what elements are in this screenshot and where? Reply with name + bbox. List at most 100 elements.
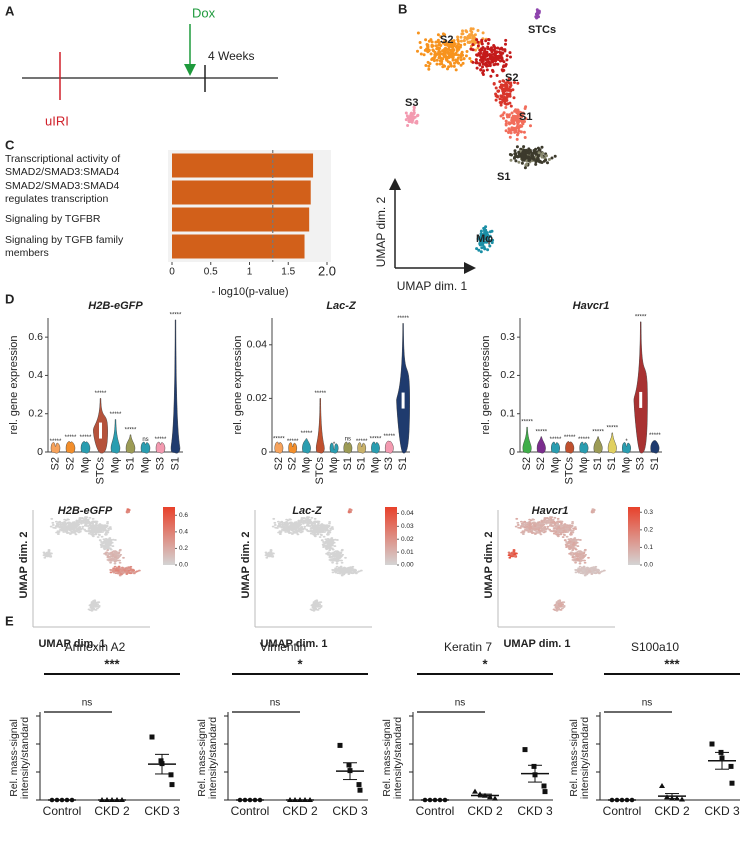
significance-label: ***** bbox=[550, 437, 562, 443]
umap-point bbox=[307, 522, 311, 525]
umap-point bbox=[563, 539, 567, 541]
umap-point bbox=[78, 518, 82, 521]
umap-point bbox=[105, 538, 108, 541]
umap-point bbox=[77, 521, 81, 524]
chart-title: S100a10 bbox=[631, 640, 679, 654]
umap-point bbox=[72, 524, 76, 527]
umap-point bbox=[510, 118, 514, 122]
umap-point bbox=[534, 152, 538, 156]
umap-point bbox=[93, 602, 97, 605]
umap-point bbox=[307, 520, 310, 522]
x-tick-label: S1 bbox=[342, 457, 354, 470]
data-point bbox=[522, 747, 528, 753]
colorbar bbox=[628, 507, 640, 565]
umap-point bbox=[508, 94, 512, 98]
umap-point bbox=[568, 544, 571, 547]
umap-point bbox=[479, 55, 483, 59]
umap-point bbox=[103, 540, 107, 543]
umap-point bbox=[572, 553, 576, 556]
x-tick-label: 0 bbox=[169, 267, 175, 278]
umap-point bbox=[524, 148, 528, 152]
umap-point bbox=[113, 551, 117, 554]
umap-point bbox=[510, 111, 514, 115]
umap-point bbox=[334, 570, 337, 572]
umap-point bbox=[574, 539, 578, 541]
umap-point bbox=[280, 520, 284, 523]
significance-label: ***** bbox=[535, 429, 547, 435]
cluster-label: S1 bbox=[497, 171, 510, 183]
umap-point bbox=[459, 58, 463, 62]
umap-point bbox=[481, 31, 485, 35]
umap-point bbox=[499, 55, 503, 59]
umap-point bbox=[273, 524, 277, 526]
data-point bbox=[531, 763, 537, 769]
umap-point bbox=[313, 522, 317, 525]
umap-point bbox=[520, 154, 524, 158]
significance-label: ns bbox=[142, 437, 148, 443]
umap-point bbox=[81, 525, 85, 528]
panel-label: D bbox=[5, 291, 14, 306]
violin bbox=[315, 398, 325, 454]
umap-point bbox=[522, 533, 525, 535]
umap-point bbox=[108, 537, 112, 540]
umap-point bbox=[481, 240, 485, 244]
umap-point bbox=[509, 81, 512, 85]
umap-point bbox=[63, 524, 67, 527]
x-tick-label: 1.5 bbox=[281, 267, 295, 278]
umap-point bbox=[477, 248, 481, 252]
umap-point bbox=[48, 553, 52, 556]
umap-point bbox=[574, 571, 578, 574]
umap-point bbox=[323, 527, 327, 530]
umap-point bbox=[572, 527, 576, 530]
umap-point bbox=[583, 561, 587, 564]
umap-point bbox=[418, 41, 422, 44]
umap-point bbox=[524, 117, 528, 121]
umap-point bbox=[109, 561, 112, 564]
category-label: Signaling by TGFB family members bbox=[5, 234, 124, 259]
umap-point bbox=[127, 568, 131, 571]
umap-point bbox=[514, 159, 518, 163]
umap-point bbox=[571, 558, 575, 561]
umap-point bbox=[583, 574, 587, 577]
umap-point bbox=[422, 53, 426, 57]
umap-point bbox=[484, 39, 488, 43]
umap-point bbox=[541, 151, 545, 155]
umap-point bbox=[317, 522, 320, 525]
umap-point bbox=[507, 127, 511, 131]
umap-point bbox=[475, 66, 479, 70]
event-label: 4 Weeks bbox=[208, 49, 254, 63]
umap-point bbox=[568, 524, 572, 527]
x-tick-label: S2 bbox=[49, 457, 61, 470]
umap-point bbox=[111, 553, 115, 556]
umap-point bbox=[315, 602, 319, 605]
umap-point bbox=[528, 528, 532, 531]
umap-point bbox=[468, 57, 472, 60]
umap-point bbox=[311, 526, 314, 529]
umap-point bbox=[68, 524, 72, 527]
feature-title: H2B-eGFP bbox=[58, 505, 113, 517]
umap-point bbox=[285, 528, 289, 531]
umap-point bbox=[55, 522, 59, 525]
umap-point bbox=[457, 42, 460, 46]
umap-point bbox=[488, 64, 492, 68]
x-tick-label: S1 bbox=[397, 457, 409, 470]
umap-point bbox=[557, 607, 561, 610]
category-label: SMAD2/SMAD3:SMAD4 regulates transcriptio… bbox=[5, 180, 120, 205]
umap-point bbox=[484, 54, 488, 58]
umap-point bbox=[555, 602, 559, 605]
umap-point bbox=[460, 52, 464, 56]
umap-point bbox=[514, 525, 518, 528]
umap-point bbox=[310, 523, 314, 526]
umap-point bbox=[90, 520, 94, 523]
umap-point bbox=[570, 538, 573, 541]
umap-point bbox=[317, 520, 321, 523]
umap-point bbox=[122, 556, 125, 559]
umap-point bbox=[517, 113, 521, 117]
umap-point bbox=[505, 58, 509, 62]
umap-point bbox=[94, 605, 98, 607]
umap-point bbox=[52, 526, 56, 529]
umap-point bbox=[43, 556, 47, 559]
umap-point bbox=[462, 57, 466, 61]
umap-point bbox=[322, 546, 325, 548]
umap-point bbox=[100, 541, 103, 543]
